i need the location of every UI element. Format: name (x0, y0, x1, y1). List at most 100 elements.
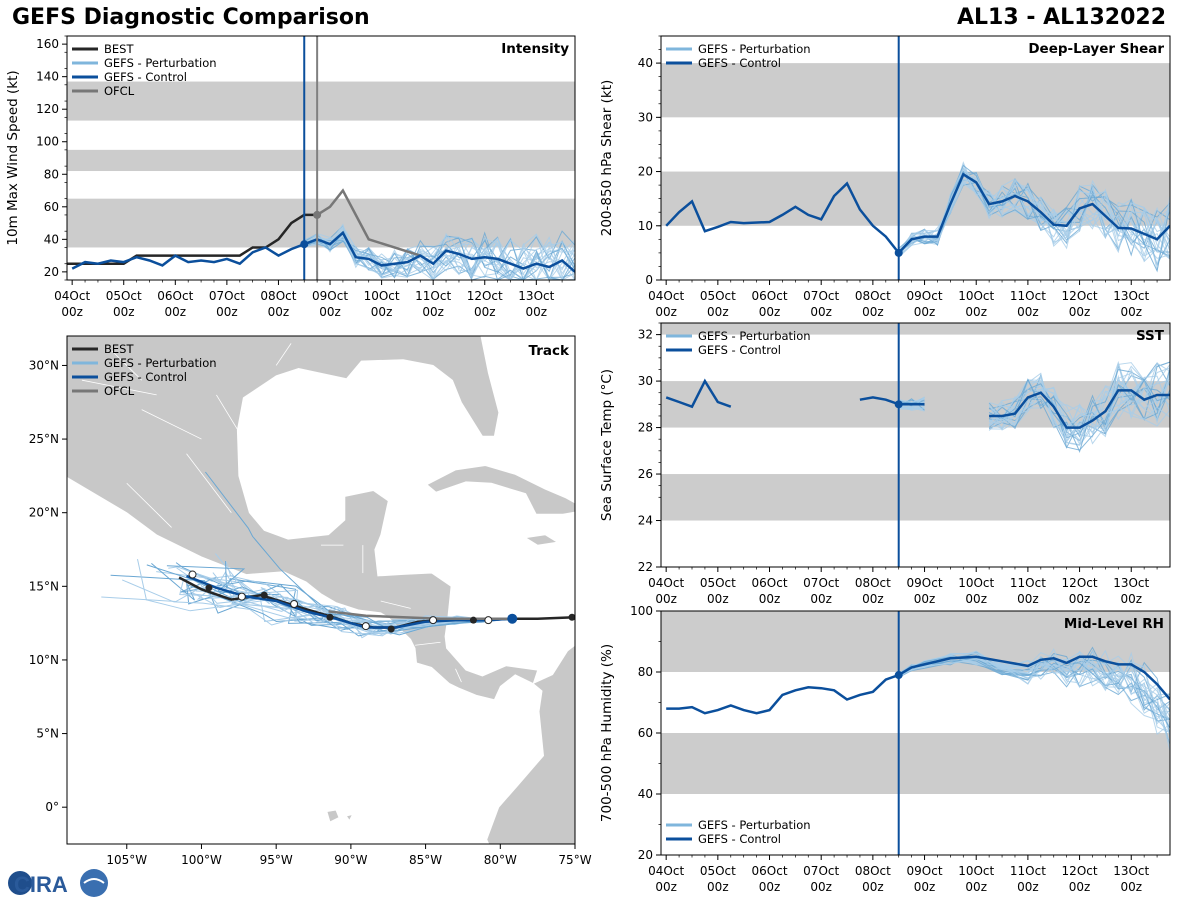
x-tick-label: 11Oct (1010, 289, 1046, 303)
x-tick-label: 07Oct (209, 289, 245, 303)
plot-area (661, 63, 1170, 273)
x-tick-label: 10Oct (958, 289, 994, 303)
x-tick-label: 75°W (558, 853, 591, 867)
x-tick-label: 00z (1069, 305, 1091, 319)
y-tick-label: 30 (638, 110, 653, 124)
land-north-america (67, 336, 539, 701)
legend-entry: GEFS - Control (698, 56, 781, 70)
x-tick-label: 13Oct (1113, 289, 1149, 303)
land-baja (52, 454, 61, 466)
chart-track: 105°W 100°W 95°W 90°W 85°W 80°W 75°W 0° 5°N 10°N 1… (29, 335, 592, 867)
x-tick-label: 07Oct (803, 864, 839, 878)
best-marker-12z (188, 570, 197, 579)
x-tick-label: 00z (371, 305, 393, 319)
x-tick-label: 00z (1069, 880, 1091, 894)
point-marker (894, 248, 903, 257)
x-tick-label: 11Oct (1010, 864, 1046, 878)
legend-entry: OFCL (104, 84, 135, 98)
x-tick-label: 13Oct (518, 289, 554, 303)
x-tick-label: 95°W (260, 853, 293, 867)
x-tick-label: 00z (862, 305, 884, 319)
x-tick-label: 04Oct (648, 289, 684, 303)
best-marker-12z (290, 599, 299, 608)
best-marker-00z (568, 613, 575, 621)
perturbation-line (988, 362, 1170, 442)
y-tick-label: 20 (44, 265, 59, 279)
point-marker (894, 400, 903, 409)
y-tick-label: 0 (645, 273, 653, 287)
x-tick-label: 05Oct (700, 289, 736, 303)
best-marker-12z (484, 616, 493, 625)
chart-intensity: 20 40 60 80 100 120 140 160 04Oct 00z 05Oct 00z 06Oc… (5, 35, 576, 319)
x-tick-label: 00z (1120, 880, 1142, 894)
plot-area (67, 81, 575, 280)
x-tick-label: 06Oct (752, 576, 788, 590)
y-tick-label: 160 (36, 37, 59, 51)
x-tick-label: 00z (1017, 305, 1039, 319)
plot-area (661, 323, 1170, 521)
perturbation-line (898, 173, 1170, 252)
perturbation-line (988, 378, 1170, 435)
best-marker-00z (260, 591, 268, 599)
x-tick-label: 80°W (484, 853, 517, 867)
x-tick-label: 00z (965, 592, 987, 606)
x-tick-label: 00z (914, 880, 936, 894)
x-tick-label: 09Oct (907, 864, 943, 878)
y-tick-label: 140 (36, 70, 59, 84)
border-line (186, 453, 232, 513)
x-tick-label: 12Oct (467, 289, 503, 303)
best-marker-12z (237, 592, 246, 601)
y-tick-label: 15°N (29, 579, 59, 593)
band (661, 733, 1170, 794)
y-tick-label: 40 (638, 787, 653, 801)
perturbation-line (988, 361, 1170, 433)
band (661, 63, 1170, 118)
x-tick-label: 00z (1017, 880, 1039, 894)
x-tick-label: 00z (965, 880, 987, 894)
perturbation-line (988, 362, 1170, 436)
y-tick-label: 22 (638, 560, 653, 574)
x-tick-label: 07Oct (803, 289, 839, 303)
axes-frame (66, 35, 576, 281)
axes-frame (66, 335, 576, 845)
perturbation-members (303, 223, 575, 280)
x-tick-label: 12Oct (1062, 576, 1098, 590)
band (67, 149, 575, 172)
series-gefs-control (71, 230, 575, 273)
x-tick-label: 90°W (334, 853, 367, 867)
perturbation-line (988, 367, 1170, 446)
perturbation-line (988, 394, 1170, 443)
panel-title: SST (1136, 328, 1165, 344)
y-tick-label: 10 (638, 219, 653, 233)
y-tick-label: 100 (36, 135, 59, 149)
y-tick-label: 120 (36, 102, 59, 116)
panel-title: Deep-Layer Shear (1028, 41, 1164, 57)
x-tick-label: 12Oct (1062, 289, 1098, 303)
legend-entry: GEFS - Perturbation (698, 818, 811, 832)
y-tick-label: 30°N (29, 358, 59, 372)
panel-title: Mid-Level RH (1064, 616, 1164, 632)
x-tick-label: 00z (319, 305, 341, 319)
x-tick-label: 04Oct (54, 289, 90, 303)
x-tick-label: 00z (655, 592, 677, 606)
y-tick-label: 0° (45, 800, 59, 814)
axes-frame (660, 322, 1171, 568)
perturbation-track (184, 569, 513, 624)
x-tick-label: 00z (810, 592, 832, 606)
legend-entry: GEFS - Perturbation (104, 356, 217, 370)
x-tick-label: 00z (1120, 592, 1142, 606)
panel-title: Intensity (501, 41, 569, 57)
x-tick-label: 04Oct (648, 864, 684, 878)
x-tick-label: 07Oct (803, 576, 839, 590)
legend-entry: OFCL (104, 384, 135, 398)
land-south-america (486, 644, 575, 844)
storm-id: AL13 - AL132022 (957, 5, 1166, 30)
x-tick-label: 00z (965, 305, 987, 319)
x-tick-label: 08Oct (855, 289, 891, 303)
y-tick-label: 80 (638, 665, 653, 679)
x-tick-label: 04Oct (648, 576, 684, 590)
border-line (141, 409, 202, 440)
land-cuba (426, 465, 575, 515)
best-marker-12z (429, 616, 438, 625)
y-tick-label: 30 (638, 374, 653, 388)
